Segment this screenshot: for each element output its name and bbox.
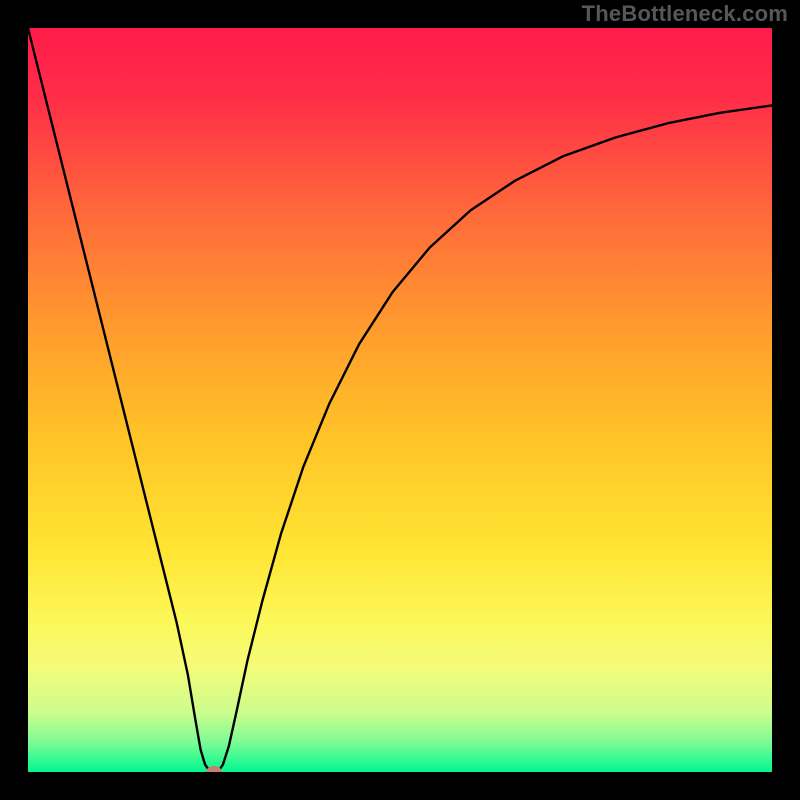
chart-frame: TheBottleneck.com <box>0 0 800 800</box>
chart-svg <box>28 28 772 772</box>
plot-area <box>28 28 772 772</box>
chart-background <box>28 28 772 772</box>
watermark-text: TheBottleneck.com <box>582 1 788 27</box>
